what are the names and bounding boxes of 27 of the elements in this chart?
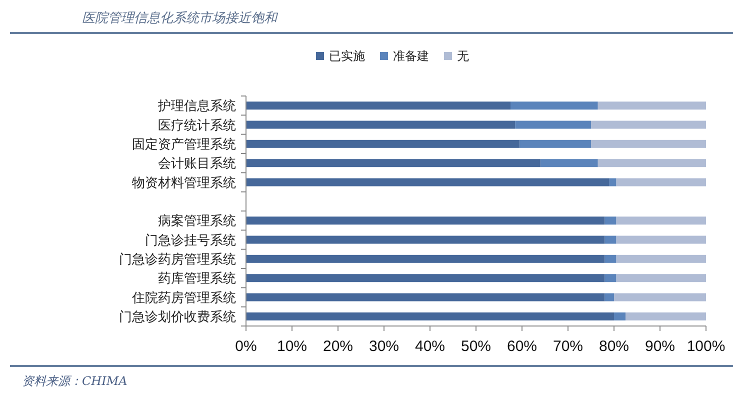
category-label: 医疗统计系统 xyxy=(158,118,236,134)
category-label: 门急诊挂号系统 xyxy=(145,233,236,248)
category-label: 固定资产管理系统 xyxy=(132,137,236,152)
tick-label: 60% xyxy=(506,338,538,355)
tick-label: 90% xyxy=(644,338,676,355)
tick-label: 30% xyxy=(368,338,400,355)
category-label: 住院药房管理系统 xyxy=(132,290,236,306)
legend-label: 准备建 xyxy=(393,49,429,63)
tick-label: 50% xyxy=(460,338,492,355)
tick-label: 0% xyxy=(235,338,257,355)
tick-label: 100% xyxy=(686,338,726,355)
legend-label: 已实施 xyxy=(329,49,365,63)
category-label: 门急诊划价收费系统 xyxy=(119,310,236,325)
tick-label: 80% xyxy=(598,338,630,355)
category-label: 药库管理系统 xyxy=(158,272,236,287)
legend-label: 无 xyxy=(457,49,469,63)
category-label: 门急诊药房管理系统 xyxy=(119,252,236,268)
category-label: 病案管理系统 xyxy=(158,214,236,230)
title: 医院管理信息化系统市场接近饱和 xyxy=(82,11,277,26)
tick-label: 10% xyxy=(276,338,308,355)
category-label: 会计账目系统 xyxy=(158,156,236,172)
annotation: 资料来源：CHIMA xyxy=(22,374,128,388)
category-label: 物资材料管理系统 xyxy=(132,176,236,191)
tick-label: 20% xyxy=(322,338,354,355)
tick-label: 40% xyxy=(414,338,446,355)
tick-label: 70% xyxy=(552,338,584,355)
category-label: 护理信息系统 xyxy=(158,99,236,114)
